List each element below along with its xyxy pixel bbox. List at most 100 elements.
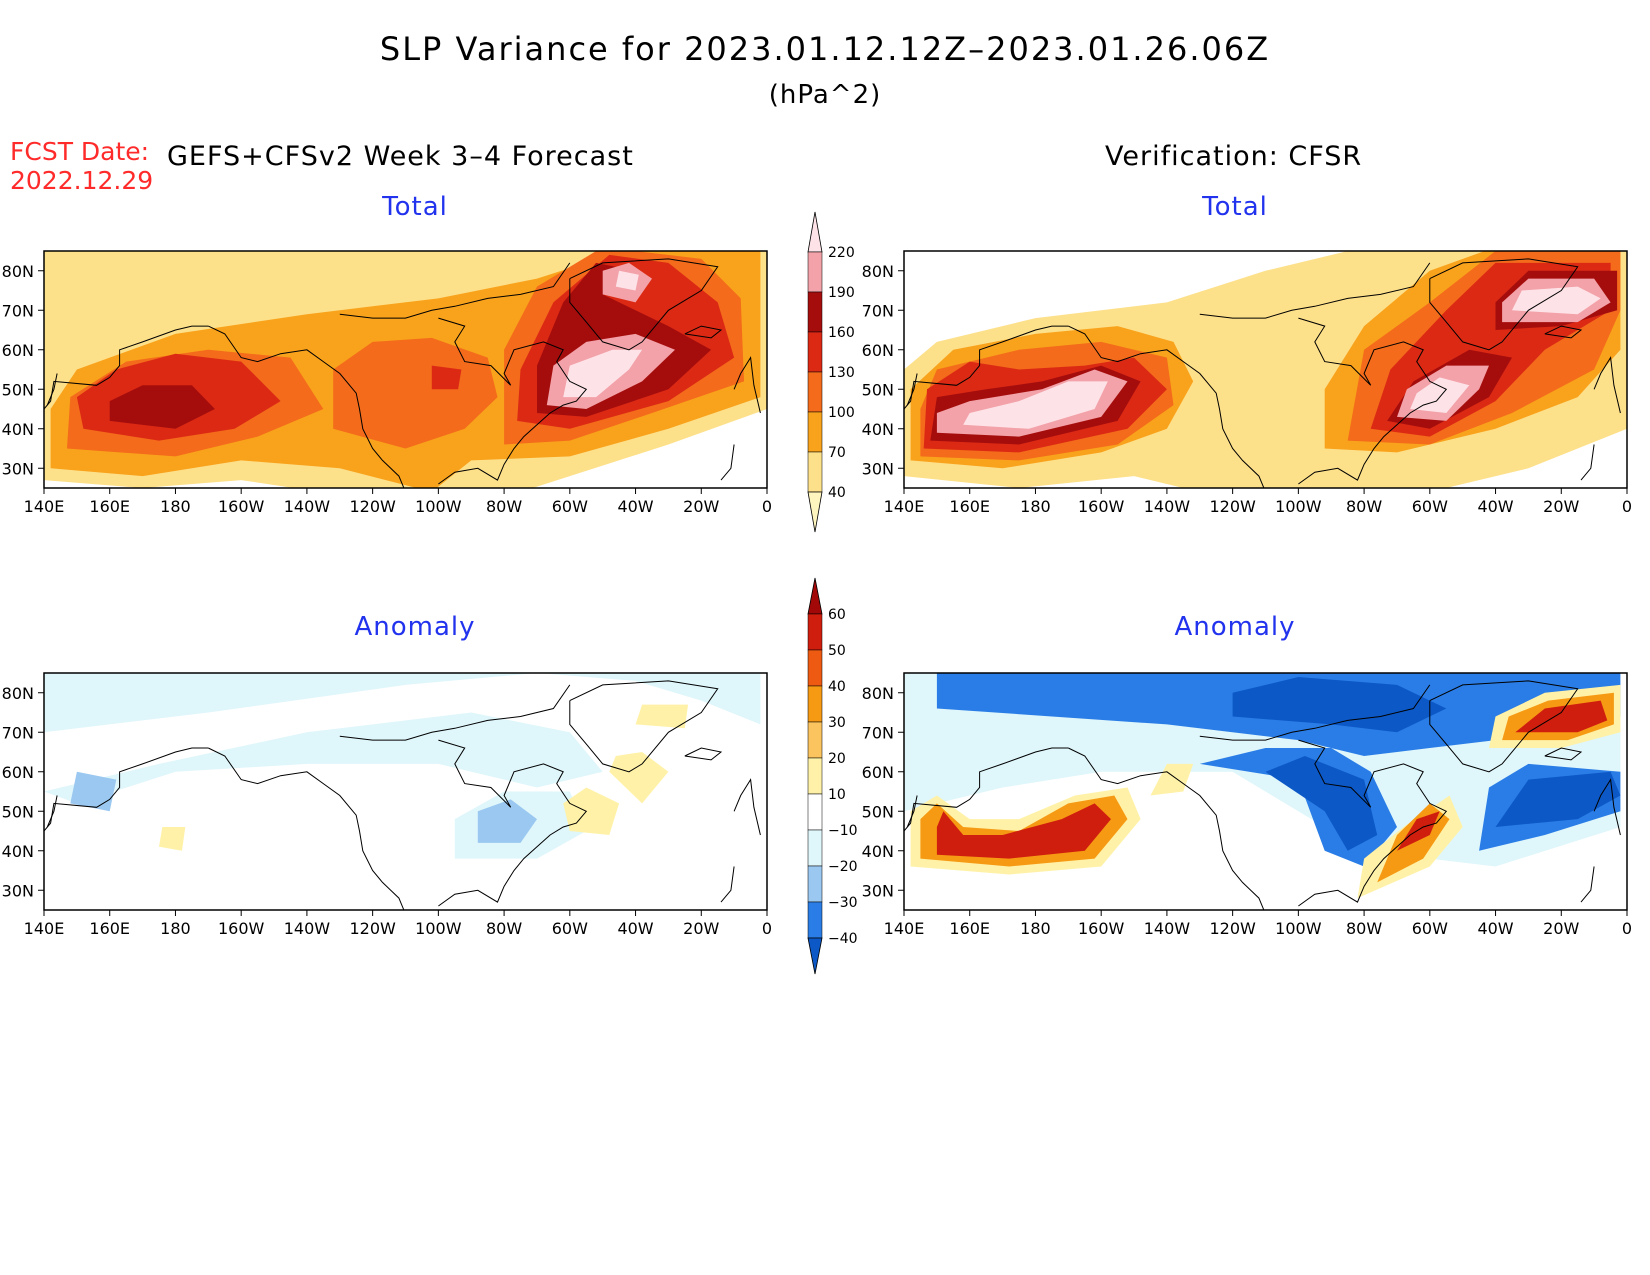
- contour-fill--40: [1265, 756, 1378, 851]
- coastline: [438, 739, 588, 907]
- colorbar-label: 190: [828, 285, 855, 301]
- colorbar-swatch: [807, 331, 823, 373]
- coastline: [684, 325, 723, 339]
- lon-tick-label: 180: [1020, 919, 1051, 938]
- lon-tick-label: 160E: [89, 919, 130, 938]
- colorbar-label: 50: [828, 643, 846, 659]
- map-frame: [43, 672, 768, 911]
- coastline: [44, 325, 209, 410]
- contour-fill--20: [477, 799, 537, 843]
- coastline: [1544, 325, 1583, 339]
- lon-tick-label: 100W: [415, 919, 462, 938]
- panel-title-verification-anomaly: Anomaly: [1174, 612, 1296, 642]
- lat-tick-label: 50N: [862, 802, 894, 821]
- colorbar-label: 20: [828, 751, 846, 767]
- colorbar-label: 70: [828, 445, 846, 461]
- lon-tick-label: 40W: [1477, 497, 1513, 516]
- map-panel-verification-total: 140E 160E 180 160W 140W 120W 100W 80W 60W 40W 20W 0…: [862, 250, 1632, 516]
- contour-fill-220: [615, 270, 639, 291]
- forecast-date-label: FCST Date:: [10, 137, 150, 166]
- lon-tick-label: 40W: [617, 919, 653, 938]
- lon-tick-label: 140W: [284, 497, 331, 516]
- lon-tick-label: 0: [762, 919, 772, 938]
- lon-tick-label: 20W: [1543, 919, 1579, 938]
- lon-tick-label: 120W: [349, 497, 396, 516]
- coastline: [1580, 444, 1595, 481]
- lon-tick-label: 180: [160, 919, 191, 938]
- contour-fill--40: [1232, 677, 1447, 733]
- lon-tick-label: 40W: [617, 497, 653, 516]
- coastline: [339, 684, 571, 741]
- coastline: [46, 373, 58, 406]
- lon-tick-label: 120W: [1209, 497, 1256, 516]
- lat-tick-label: 70N: [2, 723, 34, 742]
- colorbar-swatch: [807, 757, 823, 795]
- colorbar-swatch: [807, 411, 823, 453]
- coastline: [906, 795, 918, 828]
- figure-units: (hPa^2): [768, 80, 882, 110]
- lon-tick-label: 80W: [1346, 919, 1382, 938]
- map-panel-forecast-anomaly: 140E 160E 180 160W 140W 120W 100W 80W 60W 40W 20W 0…: [2, 672, 772, 938]
- lat-tick-label: 60N: [2, 341, 34, 360]
- colorbar-anomaly: −40 −30 −20 −10 10 20 30 40 50 60: [807, 577, 858, 975]
- colorbar-swatch: [807, 371, 823, 413]
- contour-fill--20: [70, 771, 117, 812]
- lon-tick-label: 160W: [218, 919, 265, 938]
- coastline: [1593, 778, 1621, 836]
- lon-tick-label: 180: [1020, 497, 1051, 516]
- lon-tick-label: 0: [1622, 919, 1632, 938]
- coastline: [1544, 747, 1583, 761]
- lon-tick-label: 160W: [1078, 919, 1125, 938]
- colorbar-label: −30: [828, 895, 858, 911]
- coastline: [1199, 684, 1431, 741]
- lon-tick-label: 120W: [1209, 919, 1256, 938]
- lon-tick-label: 120W: [349, 919, 396, 938]
- lon-tick-label: 60W: [552, 919, 588, 938]
- lon-tick-label: 80W: [486, 919, 522, 938]
- lat-tick-label: 50N: [2, 380, 34, 399]
- lat-tick-label: 60N: [2, 763, 34, 782]
- lon-tick-label: 160E: [949, 497, 990, 516]
- map-panel-forecast-total: 140E 160E 180 160W 140W 120W 100W 80W 60W 40W 20W 0…: [2, 250, 772, 516]
- coastline: [733, 356, 761, 414]
- colorbar-swatch: [807, 251, 823, 293]
- lon-tick-label: 80W: [486, 497, 522, 516]
- forecast-date-value: 2022.12.29: [10, 166, 154, 195]
- colorbar-label: 160: [828, 325, 855, 341]
- lon-tick-label: 160W: [218, 497, 265, 516]
- colorbar-label: 130: [828, 365, 855, 381]
- colorbar-label: −20: [828, 859, 858, 875]
- coastline: [684, 747, 723, 761]
- lat-tick-label: 30N: [862, 881, 894, 900]
- panel-title-forecast-anomaly: Anomaly: [354, 612, 476, 642]
- lat-tick-label: 70N: [862, 723, 894, 742]
- lon-tick-label: 140W: [1144, 497, 1191, 516]
- lon-tick-label: 20W: [683, 919, 719, 938]
- figure-title: SLP Variance for 2023.01.12.12Z–2023.01.…: [379, 30, 1271, 68]
- map-frame: [903, 250, 1628, 489]
- contour-fill-50: [936, 803, 1111, 859]
- colorbar-label: −40: [828, 931, 858, 947]
- contour-fill--10: [44, 673, 761, 733]
- contour-fill-10: [609, 752, 669, 804]
- lon-tick-label: 140W: [284, 919, 331, 938]
- colorbar-swatch: [807, 901, 823, 939]
- lon-tick-label: 60W: [1412, 919, 1448, 938]
- lon-tick-label: 60W: [552, 497, 588, 516]
- lon-tick-label: 140E: [884, 497, 925, 516]
- colorbar-label: 40: [828, 679, 846, 695]
- colorbar-label: 60: [828, 607, 846, 623]
- lat-tick-label: 60N: [862, 763, 894, 782]
- lon-tick-label: 160E: [949, 919, 990, 938]
- lat-tick-label: 40N: [862, 420, 894, 439]
- panel-title-forecast-total: Total: [382, 192, 448, 222]
- colorbar-swatch: [807, 829, 823, 867]
- colorbar-swatch: [807, 649, 823, 687]
- lon-tick-label: 20W: [1543, 497, 1579, 516]
- contour-fill-10: [635, 704, 689, 729]
- colorbar-swatch: [807, 793, 823, 831]
- lon-tick-label: 140E: [24, 919, 65, 938]
- model-title: GEFS+CFSv2 Week 3–4 Forecast: [167, 141, 634, 172]
- coastline: [1298, 739, 1448, 907]
